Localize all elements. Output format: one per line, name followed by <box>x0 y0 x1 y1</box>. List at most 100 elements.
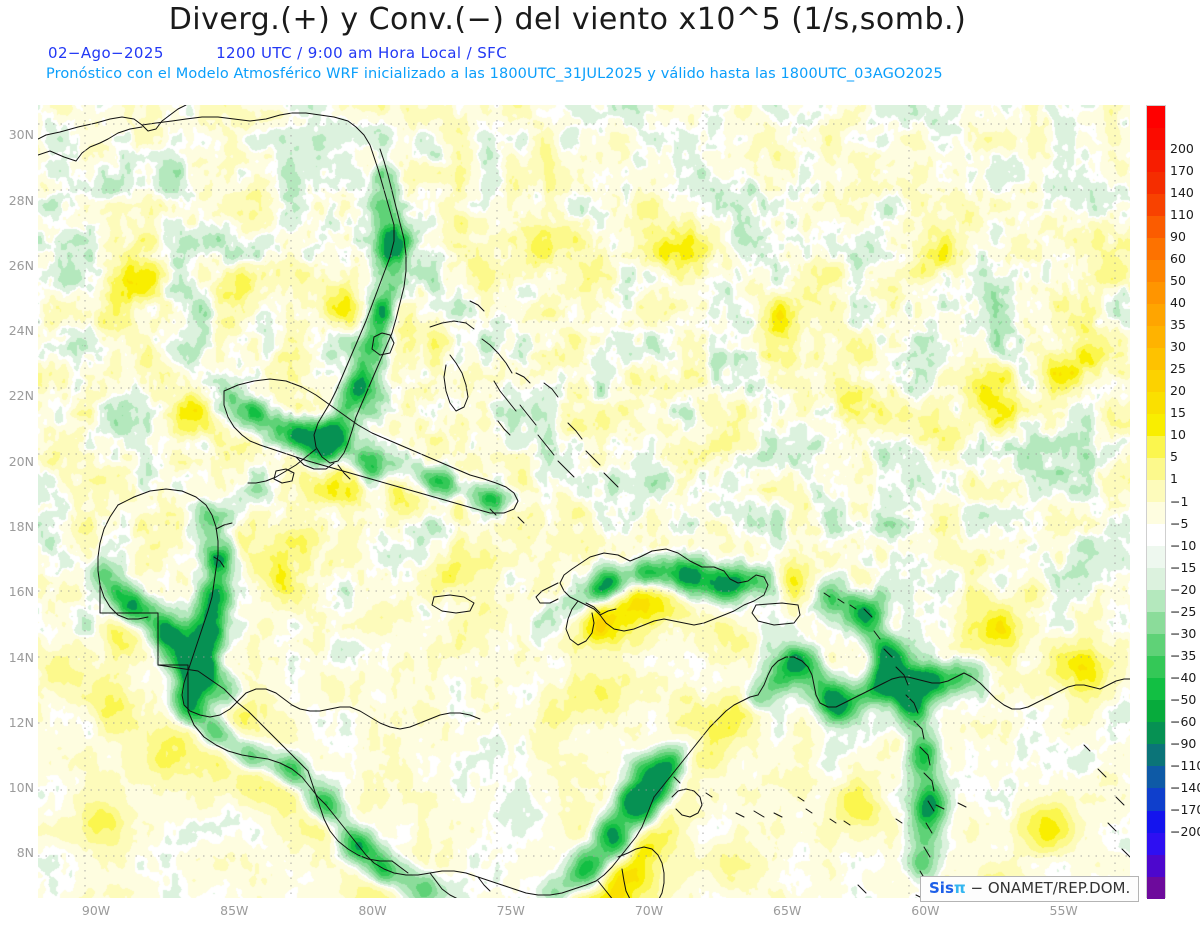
colorbar-band <box>1147 216 1165 239</box>
colorbar-band <box>1147 612 1165 635</box>
colorbar-tick: 40 <box>1170 295 1186 311</box>
lon-tick-90W: 90W <box>81 903 111 918</box>
colorbar-tick: 10 <box>1170 427 1186 443</box>
lon-tick-60W: 60W <box>911 903 940 918</box>
colorbar-labels: 200 170 140 110 90 60 50 40 35 30 25 20 15 10 5 1 −1 −5 −1… <box>1170 105 1200 905</box>
colorbar-band <box>1147 766 1165 789</box>
lat-tick-14N: 14N <box>8 649 34 665</box>
lat-tick-10N: 10N <box>8 780 34 796</box>
logo-pi-icon: π <box>953 879 966 897</box>
colorbar-tick: 110 <box>1170 207 1194 223</box>
forecast-time: 1200 UTC / 9:00 am Hora Local / SFC <box>216 44 508 62</box>
colorbar-band <box>1147 370 1165 393</box>
colorbar-band <box>1147 458 1165 481</box>
colorbar-band <box>1147 590 1165 613</box>
colorbar-band <box>1147 744 1165 767</box>
colorbar-tick: 50 <box>1170 273 1186 289</box>
colorbar-band <box>1147 810 1165 833</box>
lat-tick-16N: 16N <box>8 584 34 600</box>
colorbar-tick: 30 <box>1170 339 1186 355</box>
lat-tick-18N: 18N <box>8 518 34 534</box>
lon-tick-65W: 65W <box>773 903 802 918</box>
forecast-date: 02−Ago−2025 <box>48 44 164 62</box>
colorbar-band <box>1147 546 1165 569</box>
colorbar-tick: −25 <box>1170 603 1197 619</box>
colorbar-tick: −90 <box>1170 735 1197 751</box>
coastline-overlay <box>38 105 1130 898</box>
lon-tick-55W: 55W <box>1049 903 1078 918</box>
colorbar-tick: 200 <box>1170 141 1194 157</box>
model-description-line: Pronóstico con el Modelo Atmosférico WRF… <box>46 66 943 82</box>
provider-logo: Sisπ − ONAMET/REP.DOM. <box>920 876 1140 902</box>
colorbar-tick: 60 <box>1170 251 1186 267</box>
colorbar-band <box>1147 524 1165 547</box>
colorbar-band <box>1147 282 1165 305</box>
colorbar-band <box>1147 788 1165 811</box>
logo-brand-text: Sis <box>929 879 954 897</box>
colorbar-tick: −1 <box>1170 493 1189 509</box>
colorbar-band <box>1147 194 1165 217</box>
lat-tick-12N: 12N <box>8 714 34 730</box>
lon-tick-75W: 75W <box>496 903 525 918</box>
colorbar-tick: −50 <box>1170 691 1197 707</box>
page-title: Diverg.(+) y Conv.(−) del viento x10^5 (… <box>168 2 967 37</box>
colorbar-tick: −20 <box>1170 581 1197 597</box>
colorbar-tick: 90 <box>1170 229 1186 245</box>
colorbar-tick: −110 <box>1170 757 1200 773</box>
colorbar-tick: −170 <box>1170 801 1200 817</box>
colorbar-tick: −5 <box>1170 515 1189 531</box>
colorbar-tick: 170 <box>1170 163 1194 179</box>
colorbar-band <box>1147 326 1165 349</box>
colorbar-tick: 25 <box>1170 361 1186 377</box>
colorbar-band <box>1147 568 1165 591</box>
colorbar-tick: 35 <box>1170 317 1186 333</box>
lat-tick-26N: 26N <box>8 257 34 273</box>
colorbar-tick: −40 <box>1170 669 1197 685</box>
colorbar-tick: −35 <box>1170 647 1197 663</box>
lon-tick-70W: 70W <box>634 903 664 918</box>
lat-tick-24N: 24N <box>8 323 34 339</box>
colorbar-band <box>1147 480 1165 503</box>
colorbar-band <box>1147 260 1165 283</box>
lon-tick-80W: 80W <box>358 903 387 918</box>
lat-tick-8N: 8N <box>16 845 34 861</box>
colorbar-tick: −200 <box>1170 823 1200 839</box>
colorbar-band <box>1147 304 1165 327</box>
colorbar-band <box>1147 414 1165 437</box>
colorbar-tick: −10 <box>1170 537 1197 553</box>
colorbar-tick: 140 <box>1170 185 1194 201</box>
colorbar-tick: 1 <box>1170 471 1178 487</box>
colorbar-band <box>1147 876 1165 899</box>
colorbar-tick: 15 <box>1170 405 1186 421</box>
lat-tick-20N: 20N <box>8 453 34 469</box>
lon-tick-85W: 85W <box>220 903 249 918</box>
colorbar-band <box>1147 436 1165 459</box>
lat-tick-30N: 30N <box>8 127 34 143</box>
colorbar-tick: −30 <box>1170 625 1197 641</box>
lat-tick-28N: 28N <box>8 192 34 208</box>
lat-tick-22N: 22N <box>8 388 34 404</box>
colorbar[interactable] <box>1146 105 1166 899</box>
divergence-shading-field <box>38 105 1130 898</box>
map-canvas-container[interactable] <box>38 105 1130 898</box>
colorbar-band <box>1147 634 1165 657</box>
colorbar-tick: 20 <box>1170 383 1186 399</box>
colorbar-band <box>1147 854 1165 877</box>
colorbar-tick: −140 <box>1170 779 1200 795</box>
colorbar-band <box>1147 700 1165 723</box>
colorbar-band <box>1147 656 1165 679</box>
colorbar-band <box>1147 348 1165 371</box>
colorbar-band <box>1147 150 1165 173</box>
colorbar-tick: 5 <box>1170 449 1178 465</box>
lat-lon-gridlines <box>38 105 1130 898</box>
colorbar-band <box>1147 172 1165 195</box>
logo-org-text: − ONAMET/REP.DOM. <box>970 879 1131 897</box>
colorbar-tick: −15 <box>1170 559 1197 575</box>
colorbar-band <box>1147 678 1165 701</box>
colorbar-band <box>1147 832 1165 855</box>
forecast-datetime-line: 02−Ago−2025 1200 UTC / 9:00 am Hora Loca… <box>48 44 507 62</box>
colorbar-tick: −60 <box>1170 713 1197 729</box>
colorbar-band <box>1147 128 1165 151</box>
colorbar-band <box>1147 106 1165 129</box>
colorbar-band <box>1147 502 1165 525</box>
